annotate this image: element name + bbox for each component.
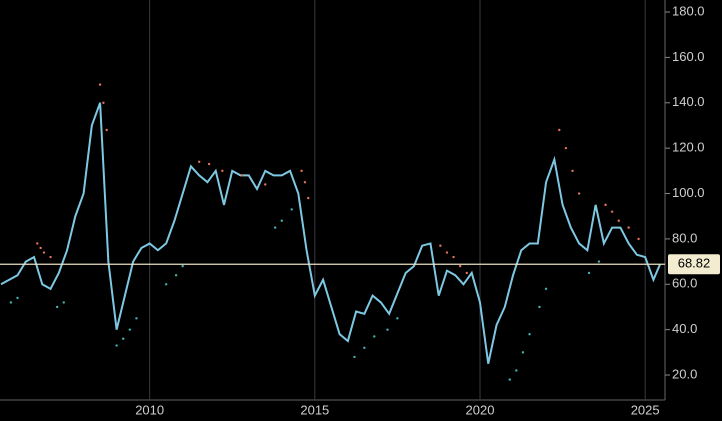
sar-dot [508,378,511,381]
sar-dot [264,183,267,186]
sar-dot [515,369,518,372]
sar-dot [164,283,168,286]
sar-dot [122,337,125,340]
sar-dot [538,305,541,309]
y-tick-label: 160.0 [672,49,705,64]
y-tick-label: 120.0 [672,140,705,155]
sar-dot [396,317,399,320]
x-tick-label: 2020 [466,402,495,417]
y-tick-label: 20.0 [672,366,697,381]
sar-dot [528,333,531,336]
sar-dot [273,226,277,229]
sar-dot [102,101,105,104]
sar-dot [135,317,138,320]
sar-dot [627,226,630,229]
sar-dot [587,271,591,275]
sar-dot [307,196,310,200]
sar-dot [62,301,65,304]
y-tick-label: 140.0 [672,94,705,109]
sar-dot [558,128,561,132]
sar-dot [16,296,19,300]
sar-dot [39,246,42,250]
sar-dot [105,128,108,132]
sar-dot [181,264,184,268]
sar-dot [49,255,52,259]
sar-dot [617,219,620,222]
y-tick-label: 80.0 [672,230,697,245]
sar-dot [386,328,389,331]
sar-dot [452,255,455,259]
sar-dot [128,328,132,331]
sar-dot [280,219,283,222]
sar-dot [465,271,468,275]
y-tick-label: 60.0 [672,276,697,291]
sar-dot [373,335,376,338]
sar-dot [221,169,224,173]
sar-dot [42,251,46,254]
sar-dot [445,251,449,254]
y-tick-label: 180.0 [672,3,705,18]
sar-dot [290,208,293,211]
sar-dot [577,192,581,195]
sar-dot [597,260,601,263]
last-price-label: 68.82 [678,256,711,271]
sar-dot [521,351,525,354]
sar-dot [240,174,244,177]
y-tick-label: 100.0 [672,185,705,200]
y-tick-label: 40.0 [672,321,697,336]
x-tick-label: 2010 [135,402,164,417]
sar-dot [300,169,303,173]
x-tick-label: 2025 [631,402,660,417]
sar-dot [198,160,201,163]
sar-dot [571,169,574,173]
sar-dot [544,287,548,291]
sar-dot [604,203,607,207]
sar-dot [207,162,211,166]
sar-dot [55,305,59,309]
sar-dot [98,83,102,86]
sar-dot [174,274,178,277]
sar-dot [115,344,118,347]
sar-dot [439,244,442,247]
sar-dot [303,180,307,184]
sar-dot [610,210,614,213]
x-tick-label: 2015 [300,402,329,417]
sar-dot [564,146,568,150]
sar-dot [363,346,366,350]
sar-dot [353,355,356,359]
sar-dot [36,242,39,245]
price-line [0,102,661,364]
sar-dot [9,301,13,304]
last-price-box [668,254,720,275]
sar-dot [637,237,640,241]
sar-dot [458,264,462,268]
